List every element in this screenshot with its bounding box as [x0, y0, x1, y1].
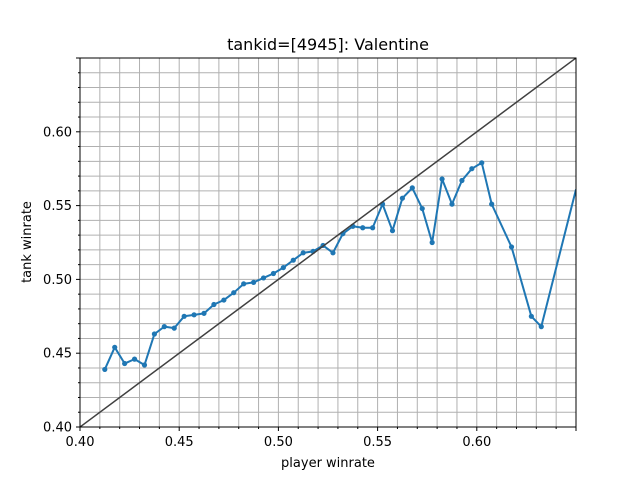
data-point	[112, 344, 118, 350]
data-point	[469, 166, 475, 172]
data-point	[429, 239, 435, 246]
data-point	[300, 250, 306, 256]
x-tick-label: 0.45	[165, 435, 194, 450]
data-point	[131, 356, 138, 362]
data-point	[389, 228, 396, 234]
data-point	[201, 310, 207, 316]
data-point	[221, 297, 227, 303]
data-point	[241, 281, 247, 287]
data-point	[171, 325, 177, 331]
data-point	[479, 160, 485, 166]
data-point	[231, 290, 237, 296]
x-tick-label: 0.40	[66, 435, 95, 450]
y-tick-label: 0.50	[43, 273, 72, 288]
data-point	[191, 312, 197, 318]
data-point	[399, 195, 405, 201]
x-tick-label: 0.50	[264, 435, 293, 450]
data-point	[409, 185, 415, 191]
y-tick-label: 0.55	[43, 199, 72, 214]
data-point	[260, 275, 267, 281]
data-point	[489, 201, 495, 207]
data-point	[508, 244, 515, 250]
data-point	[330, 250, 336, 256]
data-point	[419, 205, 425, 212]
chart-title: tankid=[4945]: Valentine	[227, 35, 429, 54]
data-point	[538, 324, 544, 330]
data-point	[102, 366, 108, 373]
data-point	[211, 301, 217, 308]
data-point	[141, 362, 148, 368]
data-point	[290, 257, 296, 263]
x-tick-label: 0.60	[462, 435, 491, 450]
x-axis-title: player winrate	[281, 456, 375, 471]
data-point	[251, 279, 257, 285]
plot-series	[80, 58, 576, 427]
data-point	[280, 264, 286, 271]
grid	[79, 57, 577, 428]
data-point	[459, 177, 465, 184]
data-point	[270, 270, 277, 277]
y-axis-title: tank winrate	[20, 201, 35, 283]
data-point	[181, 313, 187, 319]
reference-diagonal-line	[80, 58, 576, 427]
x-tick-label: 0.55	[363, 435, 392, 450]
data-point	[370, 225, 376, 231]
data-point	[161, 324, 167, 330]
y-tick-label: 0.40	[43, 421, 72, 436]
data-point	[151, 331, 157, 337]
plot-frame	[79, 57, 577, 428]
data-point	[449, 201, 455, 207]
axis-ticks: 0.40 0.45 0.50 0.55 0.60 0.40 0.45 0.50 0.55 0.60	[43, 57, 577, 450]
data-point	[439, 176, 445, 182]
y-tick-label: 0.60	[43, 125, 72, 140]
data-point	[360, 225, 366, 231]
y-tick-label: 0.45	[43, 347, 72, 362]
data-point	[122, 360, 128, 367]
data-point	[528, 313, 534, 319]
